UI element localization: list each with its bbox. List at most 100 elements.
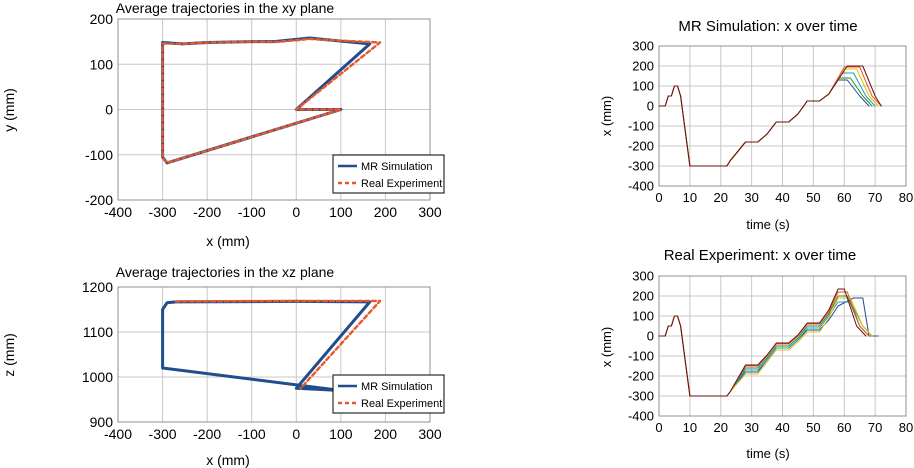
y-axis-label: y (mm) <box>1 88 17 132</box>
legend-label: Real Experiment <box>361 178 442 190</box>
x-tick-label: 80 <box>899 420 913 435</box>
series-line-3 <box>658 72 876 167</box>
y-tick-label: -300 <box>628 389 654 404</box>
legend: MR Simulation Real Experiment <box>332 374 445 414</box>
y-tick-label: 200 <box>632 289 654 304</box>
plot-area-border <box>117 18 431 201</box>
x-tick-label: 300 <box>418 204 442 220</box>
y-tick-label: 1200 <box>82 279 113 295</box>
y-tick-label: 100 <box>632 309 654 324</box>
x-tick-label: 40 <box>775 420 789 435</box>
x-tick-label: 60 <box>837 190 851 205</box>
x-axis-label: time (s) <box>746 446 789 461</box>
x-tick-label: 60 <box>837 420 851 435</box>
x-tick-label: 70 <box>868 190 882 205</box>
series-line-6 <box>658 65 882 167</box>
y-tick-label: -400 <box>628 409 654 424</box>
y-axis-label: z (mm) <box>1 333 17 377</box>
chart-title: MR Simulation: x over time <box>678 18 857 35</box>
series-line-1 <box>161 36 372 165</box>
y-tick-label: -100 <box>628 119 654 134</box>
y-tick-label: 100 <box>632 79 654 94</box>
chart-title: Real Experiment: x over time <box>664 247 857 264</box>
series-line-2 <box>161 37 382 165</box>
series-line-1 <box>658 79 870 167</box>
y-tick-label: -200 <box>628 139 654 154</box>
real-x-over-time-chart: 0 10 20 30 40 50 60 70 80 -400 -300 -200 -100 0 100 200… <box>599 247 913 461</box>
y-tick-label: 200 <box>90 11 114 27</box>
x-tick-label: -200 <box>193 426 221 442</box>
y-tick-label: 1000 <box>82 369 113 385</box>
x-tick-label: 100 <box>329 204 353 220</box>
x-tick-label: 0 <box>655 420 662 435</box>
plot-area-border <box>658 45 907 187</box>
plot-area-border <box>658 275 907 417</box>
x-tick-label: 50 <box>806 190 820 205</box>
x-tick-label: 0 <box>655 190 662 205</box>
mr-x-over-time-chart: 0 10 20 30 40 50 60 70 80 -400 -300 -200 -100 0 100 200… <box>599 18 913 232</box>
x-tick-label: -200 <box>193 204 221 220</box>
series-line-2 <box>174 299 382 390</box>
legend-label: MR Simulation <box>361 381 433 393</box>
x-tick-label: 20 <box>714 420 728 435</box>
chart-title: Average trajectories in the xz plane <box>116 264 335 280</box>
y-axis-label: x (mm) <box>599 96 614 136</box>
series-line-6 <box>658 288 867 397</box>
series-line-2 <box>658 77 873 167</box>
legend-label: Real Experiment <box>361 398 442 410</box>
x-tick-label: -400 <box>104 204 132 220</box>
x-tick-label: 200 <box>374 426 398 442</box>
y-tick-label: -100 <box>628 349 654 364</box>
xz-trajectory-chart: -400 -300 -200 -100 0 100 200 300 900 1000 1100 120… <box>1 264 445 468</box>
xy-trajectory-chart: -400 -300 -200 -100 0 100 200 300 -200 -100 0 100 20… <box>1 0 445 249</box>
y-tick-label: 900 <box>90 414 114 430</box>
series-line-4 <box>658 68 879 167</box>
x-tick-label: 20 <box>714 190 728 205</box>
y-tick-label: 300 <box>632 269 654 284</box>
x-tick-label: 40 <box>775 190 789 205</box>
series-line-2 <box>658 295 870 397</box>
x-tick-label: 300 <box>418 426 442 442</box>
y-tick-label: 200 <box>632 59 654 74</box>
legend: MR Simulation Real Experiment <box>332 154 445 194</box>
x-tick-label: 30 <box>744 190 758 205</box>
y-tick-label: 0 <box>647 329 654 344</box>
x-axis-label: x (mm) <box>206 233 250 249</box>
y-tick-label: 0 <box>105 102 113 118</box>
x-tick-label: -300 <box>149 426 177 442</box>
series-line-1 <box>658 297 879 397</box>
y-tick-label: -300 <box>628 159 654 174</box>
plot-area-border <box>117 286 431 423</box>
x-tick-label: -400 <box>104 426 132 442</box>
y-tick-label: 300 <box>632 39 654 54</box>
series-line-5 <box>658 66 882 167</box>
x-tick-label: -100 <box>238 204 266 220</box>
legend-box <box>332 154 445 194</box>
x-tick-label: 50 <box>806 420 820 435</box>
y-tick-label: 0 <box>647 99 654 114</box>
x-tick-label: -100 <box>238 426 266 442</box>
y-tick-label: -200 <box>85 192 113 208</box>
y-axis-label: x (mm) <box>599 327 614 367</box>
y-tick-label: -200 <box>628 369 654 384</box>
x-tick-label: -300 <box>149 204 177 220</box>
y-tick-label: 100 <box>90 56 114 72</box>
y-tick-label: -400 <box>628 179 654 194</box>
chart-title: Average trajectories in the xy plane <box>116 0 335 16</box>
series-line-4 <box>658 297 873 397</box>
x-tick-label: 0 <box>292 426 300 442</box>
x-tick-label: 30 <box>744 420 758 435</box>
x-tick-label: 70 <box>868 420 882 435</box>
x-tick-label: 80 <box>899 190 913 205</box>
x-tick-label: 10 <box>683 420 697 435</box>
legend-box <box>332 374 445 414</box>
x-tick-label: 10 <box>683 190 697 205</box>
y-tick-label: -100 <box>85 147 113 163</box>
x-tick-label: 0 <box>292 204 300 220</box>
x-tick-label: 200 <box>374 204 398 220</box>
legend-label: MR Simulation <box>361 161 433 173</box>
x-axis-label: time (s) <box>746 217 789 232</box>
x-axis-label: x (mm) <box>206 452 250 468</box>
y-tick-label: 1100 <box>83 324 113 340</box>
